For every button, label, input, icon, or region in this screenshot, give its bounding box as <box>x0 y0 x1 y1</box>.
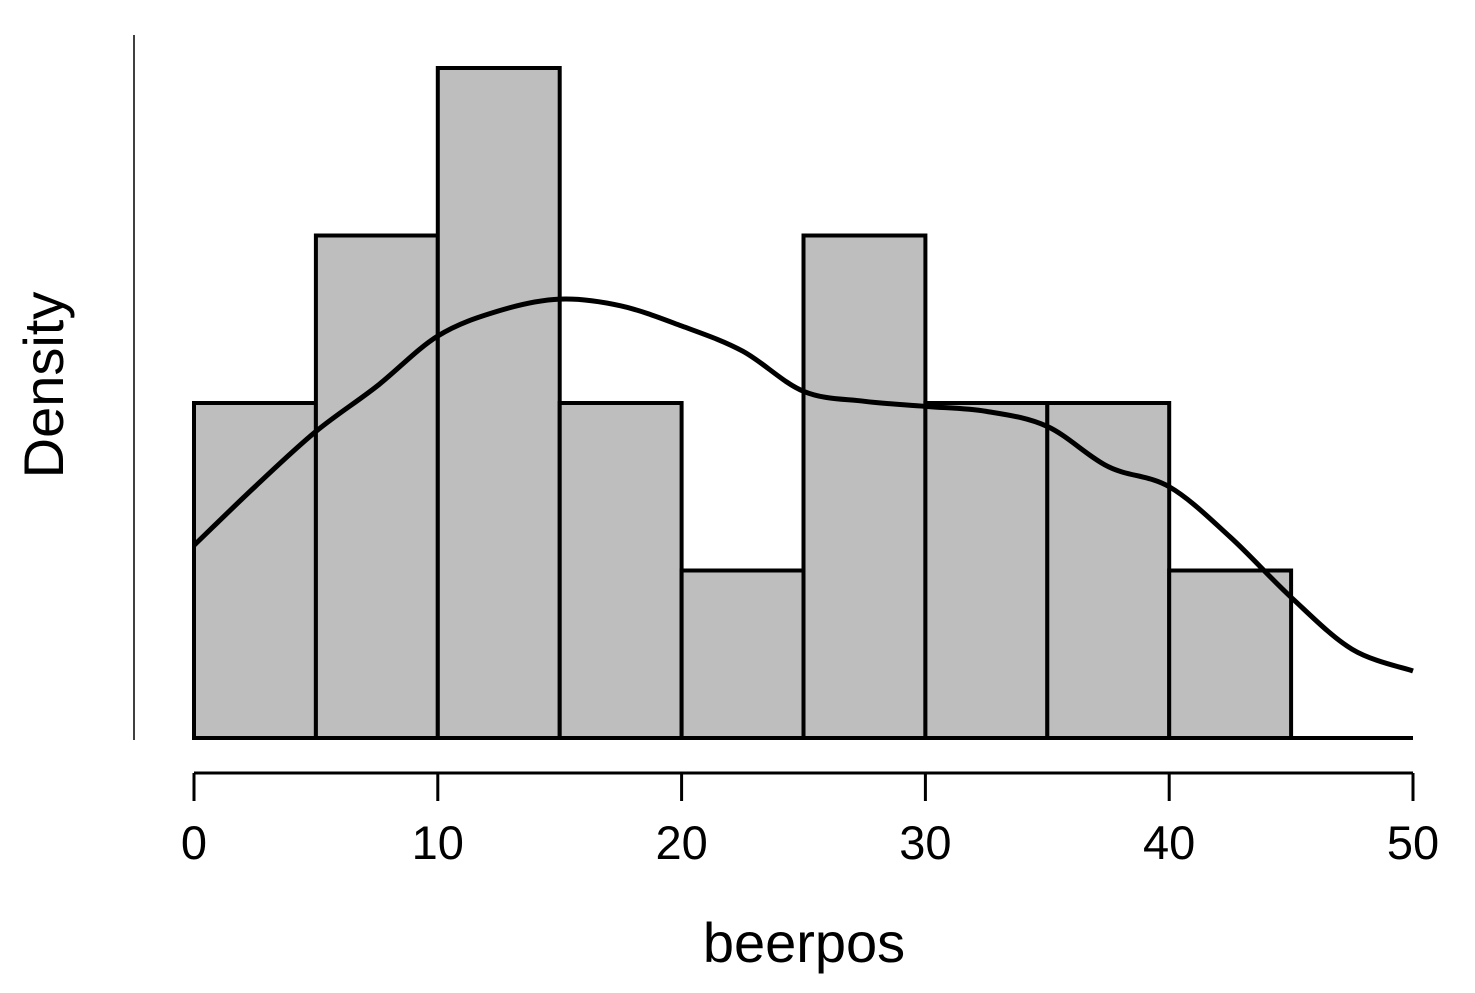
histogram-bar-3 <box>557 401 684 740</box>
x-axis: 0 10 20 30 40 50 <box>181 771 1439 869</box>
histogram-bar-6 <box>923 401 1050 740</box>
histogram-bars <box>192 66 1294 740</box>
y-axis-title: Density <box>12 292 75 479</box>
density-curve <box>192 296 1414 674</box>
histogram-bar-1 <box>313 233 440 740</box>
x-tick-label-0: 0 <box>181 816 207 869</box>
x-tick-label-3: 30 <box>899 816 951 869</box>
x-tick-label-4: 40 <box>1143 816 1195 869</box>
histogram-bar-5 <box>801 233 928 740</box>
histogram-bar-7 <box>1045 401 1172 740</box>
x-tick-label-2: 20 <box>655 816 707 869</box>
x-axis-title: beerpos <box>703 911 905 974</box>
x-tick-label-5: 50 <box>1387 816 1439 869</box>
histogram-bar-4 <box>679 568 806 740</box>
histogram-bar-2 <box>435 66 562 740</box>
histogram-bar-0 <box>192 401 318 740</box>
histogram-bar-8 <box>1167 568 1294 740</box>
x-tick-label-1: 10 <box>412 816 464 869</box>
